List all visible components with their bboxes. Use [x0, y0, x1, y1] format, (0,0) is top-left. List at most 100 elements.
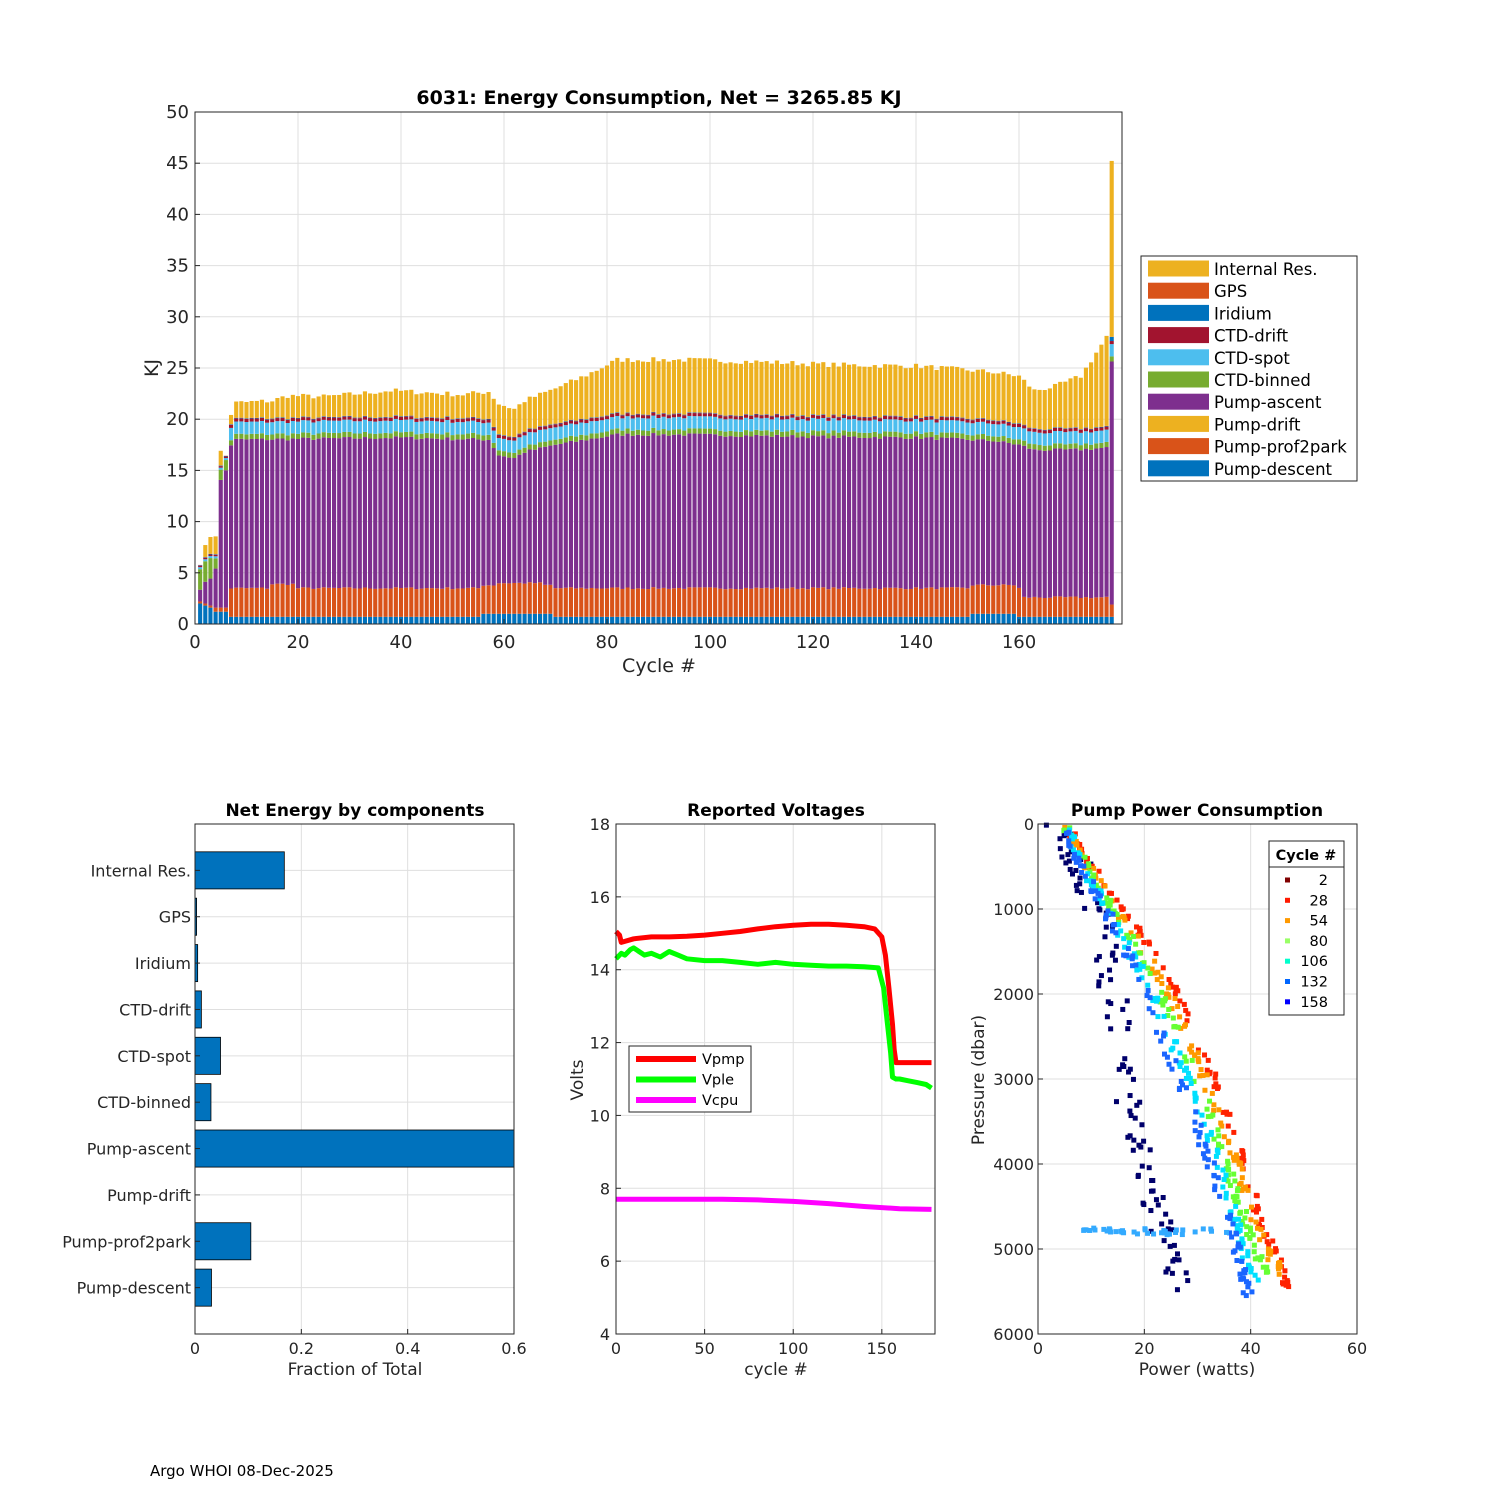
energy-bar-segment-internal-res-: [774, 360, 780, 414]
energy-bar-segment-ctd-binned: [414, 434, 419, 440]
pump-power-point-green-cycles: [1255, 1255, 1261, 1261]
energy-bar-segment-iridium: [306, 416, 311, 418]
pump-power-point-early-cycles: [1168, 1219, 1174, 1225]
pump-power-point-early-cycles: [1161, 1238, 1167, 1244]
energy-bar-segment-pump-prof2park: [347, 587, 352, 617]
energy-bar-segment-pump-prof2park: [764, 587, 769, 617]
pump-power-point-early-cycles: [1065, 852, 1071, 858]
energy-bar-segment-pump-prof2park: [295, 588, 301, 617]
energy-bar-segment-ctd-binned: [280, 433, 285, 439]
pump-power-point-blue-cycles: [1109, 928, 1115, 934]
energy-bar-segment-pump-descent: [630, 616, 635, 624]
pump-power-point-early-cycles: [1137, 1099, 1143, 1105]
energy-bar-segment-internal-res-: [280, 396, 285, 418]
energy-bar-segment-pump-prof2park: [553, 588, 558, 617]
energy-bar-segment-ctd-binned: [265, 434, 270, 441]
energy-bar-segment-iridium: [620, 414, 625, 416]
pump-power-point-orange-cycles: [1062, 824, 1068, 830]
energy-bar-segment-pump-descent: [1027, 616, 1032, 624]
energy-bar-segment-pump-descent: [429, 616, 434, 624]
energy-bar-segment-pump-ascent: [939, 437, 944, 588]
energy-bar-segment-pump-prof2park: [1063, 597, 1068, 617]
energy-bar-segment-ctd-drift: [434, 418, 440, 422]
energy-bar-segment-pump-prof2park: [862, 588, 867, 617]
energy-bar-segment-ctd-spot: [754, 417, 759, 430]
energy-bar-segment-internal-res-: [393, 388, 398, 416]
energy-bar-segment-ctd-spot: [1094, 431, 1099, 444]
energy-bar-segment-internal-res-: [584, 376, 589, 420]
energy-bar-segment-ctd-spot: [826, 420, 831, 434]
pump-power-point-orange-cycles: [1163, 991, 1169, 997]
energy-bar-segment-pump-descent: [208, 607, 213, 624]
energy-bar-segment-internal-res-: [1058, 381, 1063, 428]
energy-bar-segment-pump-prof2park: [471, 587, 476, 617]
pump-power-point-early-cycles: [1096, 983, 1102, 989]
energy-bar-segment-iridium: [471, 417, 476, 418]
pump-power-point-green-cycles: [1159, 989, 1165, 995]
voltages-ytick-label: 6: [600, 1252, 610, 1271]
energy-bar-segment-internal-res-: [527, 396, 532, 429]
energy-bar-segment-ctd-spot: [589, 421, 594, 434]
voltages-ytick-label: 10: [590, 1106, 610, 1125]
energy-bar-segment-ctd-binned: [301, 432, 306, 438]
energy-bar-segment-pump-descent: [486, 613, 491, 624]
energy-bar-segment-pump-descent: [228, 616, 234, 624]
pump-power-point-blue-cycles: [1215, 1175, 1221, 1181]
pump-power-point-red-cycles: [1170, 984, 1176, 990]
energy-bar-segment-internal-res-: [728, 362, 733, 415]
energy-bar-segment-pump-ascent: [749, 436, 754, 589]
energy-bar-segment-internal-res-: [568, 379, 574, 420]
energy-bar-segment-iridium: [558, 422, 563, 424]
energy-bar-segment-pump-ascent: [898, 437, 903, 589]
energy-bar-segment-ctd-binned: [501, 451, 507, 457]
energy-bar-segment-ctd-spot: [383, 420, 388, 433]
energy-bar-segment-ctd-binned: [846, 431, 852, 437]
energy-bar-segment-internal-res-: [707, 358, 713, 413]
net-energy-category-label: CTD-spot: [117, 1047, 191, 1066]
energy-bar-segment-ctd-spot: [471, 420, 476, 433]
pump-power-point-orange-cycles: [1102, 883, 1108, 889]
energy-bar-segment-iridium: [1104, 426, 1109, 427]
energy-bar-segment-ctd-drift: [254, 418, 259, 422]
pump-power-point-green-cycles: [1207, 1098, 1213, 1104]
pump-power-point-cyan-cycles: [1177, 1064, 1183, 1070]
energy-bar-segment-ctd-drift: [486, 419, 491, 423]
pump-power-point-horizontal-cluster: [1173, 1227, 1179, 1233]
energy-bar-segment-pump-ascent: [203, 581, 208, 604]
pump-power-point-red-cycles: [1077, 842, 1083, 848]
energy-bar-segment-pump-descent: [919, 616, 924, 624]
energy-bar-segment-ctd-binned: [434, 433, 440, 439]
energy-bar-segment-pump-ascent: [1042, 450, 1047, 598]
energy-bar-segment-ctd-drift: [326, 417, 331, 421]
pump-power-point-green-cycles: [1160, 1002, 1166, 1008]
energy-bar-segment-internal-res-: [795, 365, 800, 417]
energy-bar-segment-pump-prof2park: [857, 588, 862, 617]
energy-bar-segment-pump-prof2park: [877, 589, 883, 617]
energy-bar-segment-pump-descent: [702, 616, 707, 624]
energy-bar-segment-ctd-spot: [1078, 432, 1083, 446]
energy-bar-segment-pump-descent: [203, 605, 208, 624]
energy-bar-segment-pump-descent: [749, 616, 754, 624]
pump-power-point-blue-cycles: [1153, 1029, 1159, 1035]
energy-bar-segment-ctd-drift: [1016, 423, 1022, 428]
energy-legend-swatch: [1148, 304, 1209, 321]
energy-bar-segment-pump-ascent: [651, 433, 656, 588]
energy-bar-segment-pump-prof2park: [198, 601, 203, 604]
energy-bar-segment-ctd-spot: [852, 419, 857, 432]
energy-bar-segment-pump-descent: [867, 616, 872, 624]
energy-bar-segment-ctd-spot: [697, 416, 702, 429]
energy-bar-segment-pump-prof2park: [785, 588, 790, 617]
energy-bar-segment-pump-ascent: [929, 437, 934, 588]
energy-bar-segment-iridium: [543, 425, 548, 427]
energy-bar-segment-pump-ascent: [476, 439, 481, 589]
energy-bar-segment-ctd-spot: [1011, 427, 1016, 440]
energy-bar-segment-ctd-spot: [877, 421, 883, 434]
energy-bar-segment-pump-prof2park: [429, 588, 434, 617]
energy-bar-segment-internal-res-: [764, 361, 769, 415]
energy-bar-segment-pump-descent: [434, 616, 440, 624]
energy-bar-segment-ctd-spot: [270, 422, 275, 435]
voltages-ytick-label: 14: [590, 961, 610, 980]
pump-power-point-cyan-cycles: [1233, 1203, 1239, 1209]
energy-bar-segment-ctd-spot: [568, 423, 574, 436]
